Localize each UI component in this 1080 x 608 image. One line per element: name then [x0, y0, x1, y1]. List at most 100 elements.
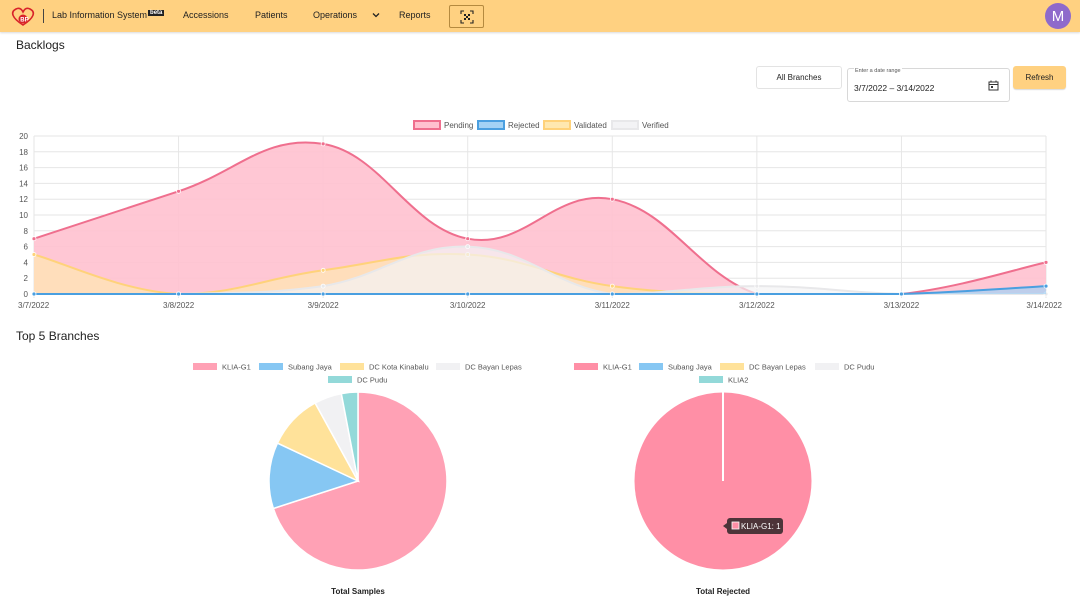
logo-icon[interactable]: BP	[8, 5, 38, 27]
data-point-validated[interactable]	[31, 252, 37, 257]
legend-item[interactable]: DC Kota Kinabalu	[340, 363, 429, 372]
data-point-rejected[interactable]	[176, 291, 181, 297]
header-divider	[43, 9, 44, 23]
legend-swatch	[815, 363, 839, 370]
pie-slice-subang-jaya[interactable]	[268, 442, 361, 510]
tooltip-swatch	[731, 521, 740, 530]
data-point-verified[interactable]	[465, 244, 471, 250]
legend-label: Subang Jaya	[288, 363, 333, 372]
tooltip-text: KLIA-G1: 1	[741, 522, 781, 531]
legend-swatch	[477, 120, 505, 130]
chevron-down-icon[interactable]	[371, 10, 381, 20]
legend-swatch	[574, 363, 598, 370]
top-app-bar: BP Lab Information System beta Accessions…	[0, 0, 1080, 32]
data-point-pending[interactable]	[1043, 259, 1049, 265]
legend-swatch	[413, 120, 441, 130]
tooltip-box	[727, 518, 783, 534]
data-point-verified[interactable]	[320, 283, 326, 289]
legend-item[interactable]: DC Pudu	[815, 363, 874, 372]
tooltip-caret	[723, 523, 727, 529]
data-point-rejected[interactable]	[31, 291, 37, 297]
legend-item-pending[interactable]: Pending	[413, 120, 473, 130]
legend-label: DC Pudu	[844, 363, 874, 372]
app-title: Lab Information System beta	[52, 10, 165, 20]
y-tick-label: 6	[24, 243, 29, 252]
date-range-field[interactable]: Enter a date range 3/7/2022 – 3/14/2022	[847, 68, 1010, 102]
y-tick-label: 12	[19, 195, 28, 204]
x-tick-label: 3/12/2022	[739, 301, 775, 310]
legend-item[interactable]: Subang Jaya	[639, 363, 713, 372]
nav-accessions[interactable]: Accessions	[183, 10, 229, 20]
total-rejected-pie-chart: KLIA-G1 Subang Jaya DC Bayan Lepas DC Pudu K…	[574, 363, 874, 571]
total-samples-pie-chart: KLIA-G1 Subang Jaya DC Kota Kinabalu DC Bay…	[193, 363, 522, 571]
legend-swatch	[720, 363, 744, 370]
data-point-pending[interactable]	[609, 196, 615, 202]
data-point-validated[interactable]	[609, 283, 615, 289]
scan-icon	[459, 9, 474, 24]
legend-label: KLIA2	[728, 376, 748, 385]
legend-label: Subang Jaya	[668, 363, 713, 372]
nav-reports[interactable]: Reports	[399, 10, 431, 20]
legend-swatch	[193, 363, 217, 370]
legend-label: DC Pudu	[357, 376, 387, 385]
legend-item[interactable]: KLIA-G1	[193, 363, 251, 372]
data-point-pending[interactable]	[31, 236, 37, 242]
y-tick-label: 4	[24, 258, 29, 267]
pie-slice-klia-g1[interactable]	[272, 391, 448, 571]
legend-label: Pending	[444, 121, 473, 130]
pie-tooltip: KLIA-G1: 1	[723, 518, 783, 534]
top-branches-title: Top 5 Branches	[16, 329, 100, 343]
data-point-rejected[interactable]	[1043, 283, 1049, 289]
total-samples-title: Total Samples	[331, 587, 385, 596]
nav-operations[interactable]: Operations	[313, 10, 358, 20]
series-area-verified	[34, 246, 1046, 294]
legend-swatch	[259, 363, 283, 370]
refresh-button[interactable]: Refresh	[1013, 66, 1066, 89]
legend-item-verified[interactable]: Verified	[611, 120, 669, 130]
legend-label: Rejected	[508, 121, 540, 130]
legend-swatch	[639, 363, 663, 370]
y-tick-label: 16	[19, 164, 28, 173]
legend-item[interactable]: KLIA-G1	[574, 363, 632, 372]
y-tick-label: 20	[19, 132, 28, 141]
data-point-rejected[interactable]	[899, 291, 904, 297]
data-point-rejected[interactable]	[754, 291, 760, 297]
data-point-pending[interactable]	[320, 141, 326, 147]
date-range-value[interactable]: 3/7/2022 – 3/14/2022	[854, 83, 935, 93]
legend-item[interactable]: DC Bayan Lepas	[720, 363, 806, 372]
legend-label: KLIA-G1	[222, 363, 251, 372]
data-point-pending[interactable]	[465, 236, 471, 242]
scan-button[interactable]	[449, 5, 484, 28]
data-point-pending[interactable]	[176, 188, 181, 194]
data-point-verified[interactable]	[754, 283, 760, 289]
legend-item[interactable]: KLIA2	[699, 376, 748, 385]
branch-select-button[interactable]: All Branches	[756, 66, 842, 89]
legend-label: KLIA-G1	[603, 363, 632, 372]
legend-item[interactable]: Subang Jaya	[259, 363, 333, 372]
svg-text:BP: BP	[20, 17, 28, 23]
legend-swatch	[328, 376, 352, 383]
x-tick-label: 3/7/2022	[18, 301, 50, 310]
nav-patients[interactable]: Patients	[255, 10, 288, 20]
y-tick-label: 14	[19, 179, 28, 188]
avatar[interactable]: M	[1045, 3, 1071, 29]
data-point-rejected[interactable]	[609, 291, 615, 297]
backlogs-title: Backlogs	[16, 38, 65, 52]
legend-swatch	[699, 376, 723, 383]
x-tick-label: 3/14/2022	[1026, 301, 1062, 310]
legend-item-validated[interactable]: Validated	[543, 120, 607, 130]
legend-swatch	[543, 120, 571, 130]
legend-item[interactable]: DC Pudu	[328, 376, 387, 385]
pie-slice-dc-pudu[interactable]	[340, 391, 359, 482]
legend-item-rejected[interactable]: Rejected	[477, 120, 540, 130]
y-tick-label: 18	[19, 148, 28, 157]
y-tick-label: 0	[24, 290, 29, 299]
data-point-rejected[interactable]	[465, 291, 471, 297]
legend-item[interactable]: DC Bayan Lepas	[436, 363, 522, 372]
legend-label: Verified	[642, 121, 669, 130]
calendar-icon[interactable]	[988, 80, 999, 91]
data-point-rejected[interactable]	[320, 291, 326, 297]
legend-swatch	[340, 363, 364, 370]
data-point-validated[interactable]	[320, 267, 326, 273]
backlogs-area-chart: 0 2 4 6 8 10 12 14 16 18 20 3/7/2022 3/8/2022 3/9/202…	[18, 120, 1063, 310]
